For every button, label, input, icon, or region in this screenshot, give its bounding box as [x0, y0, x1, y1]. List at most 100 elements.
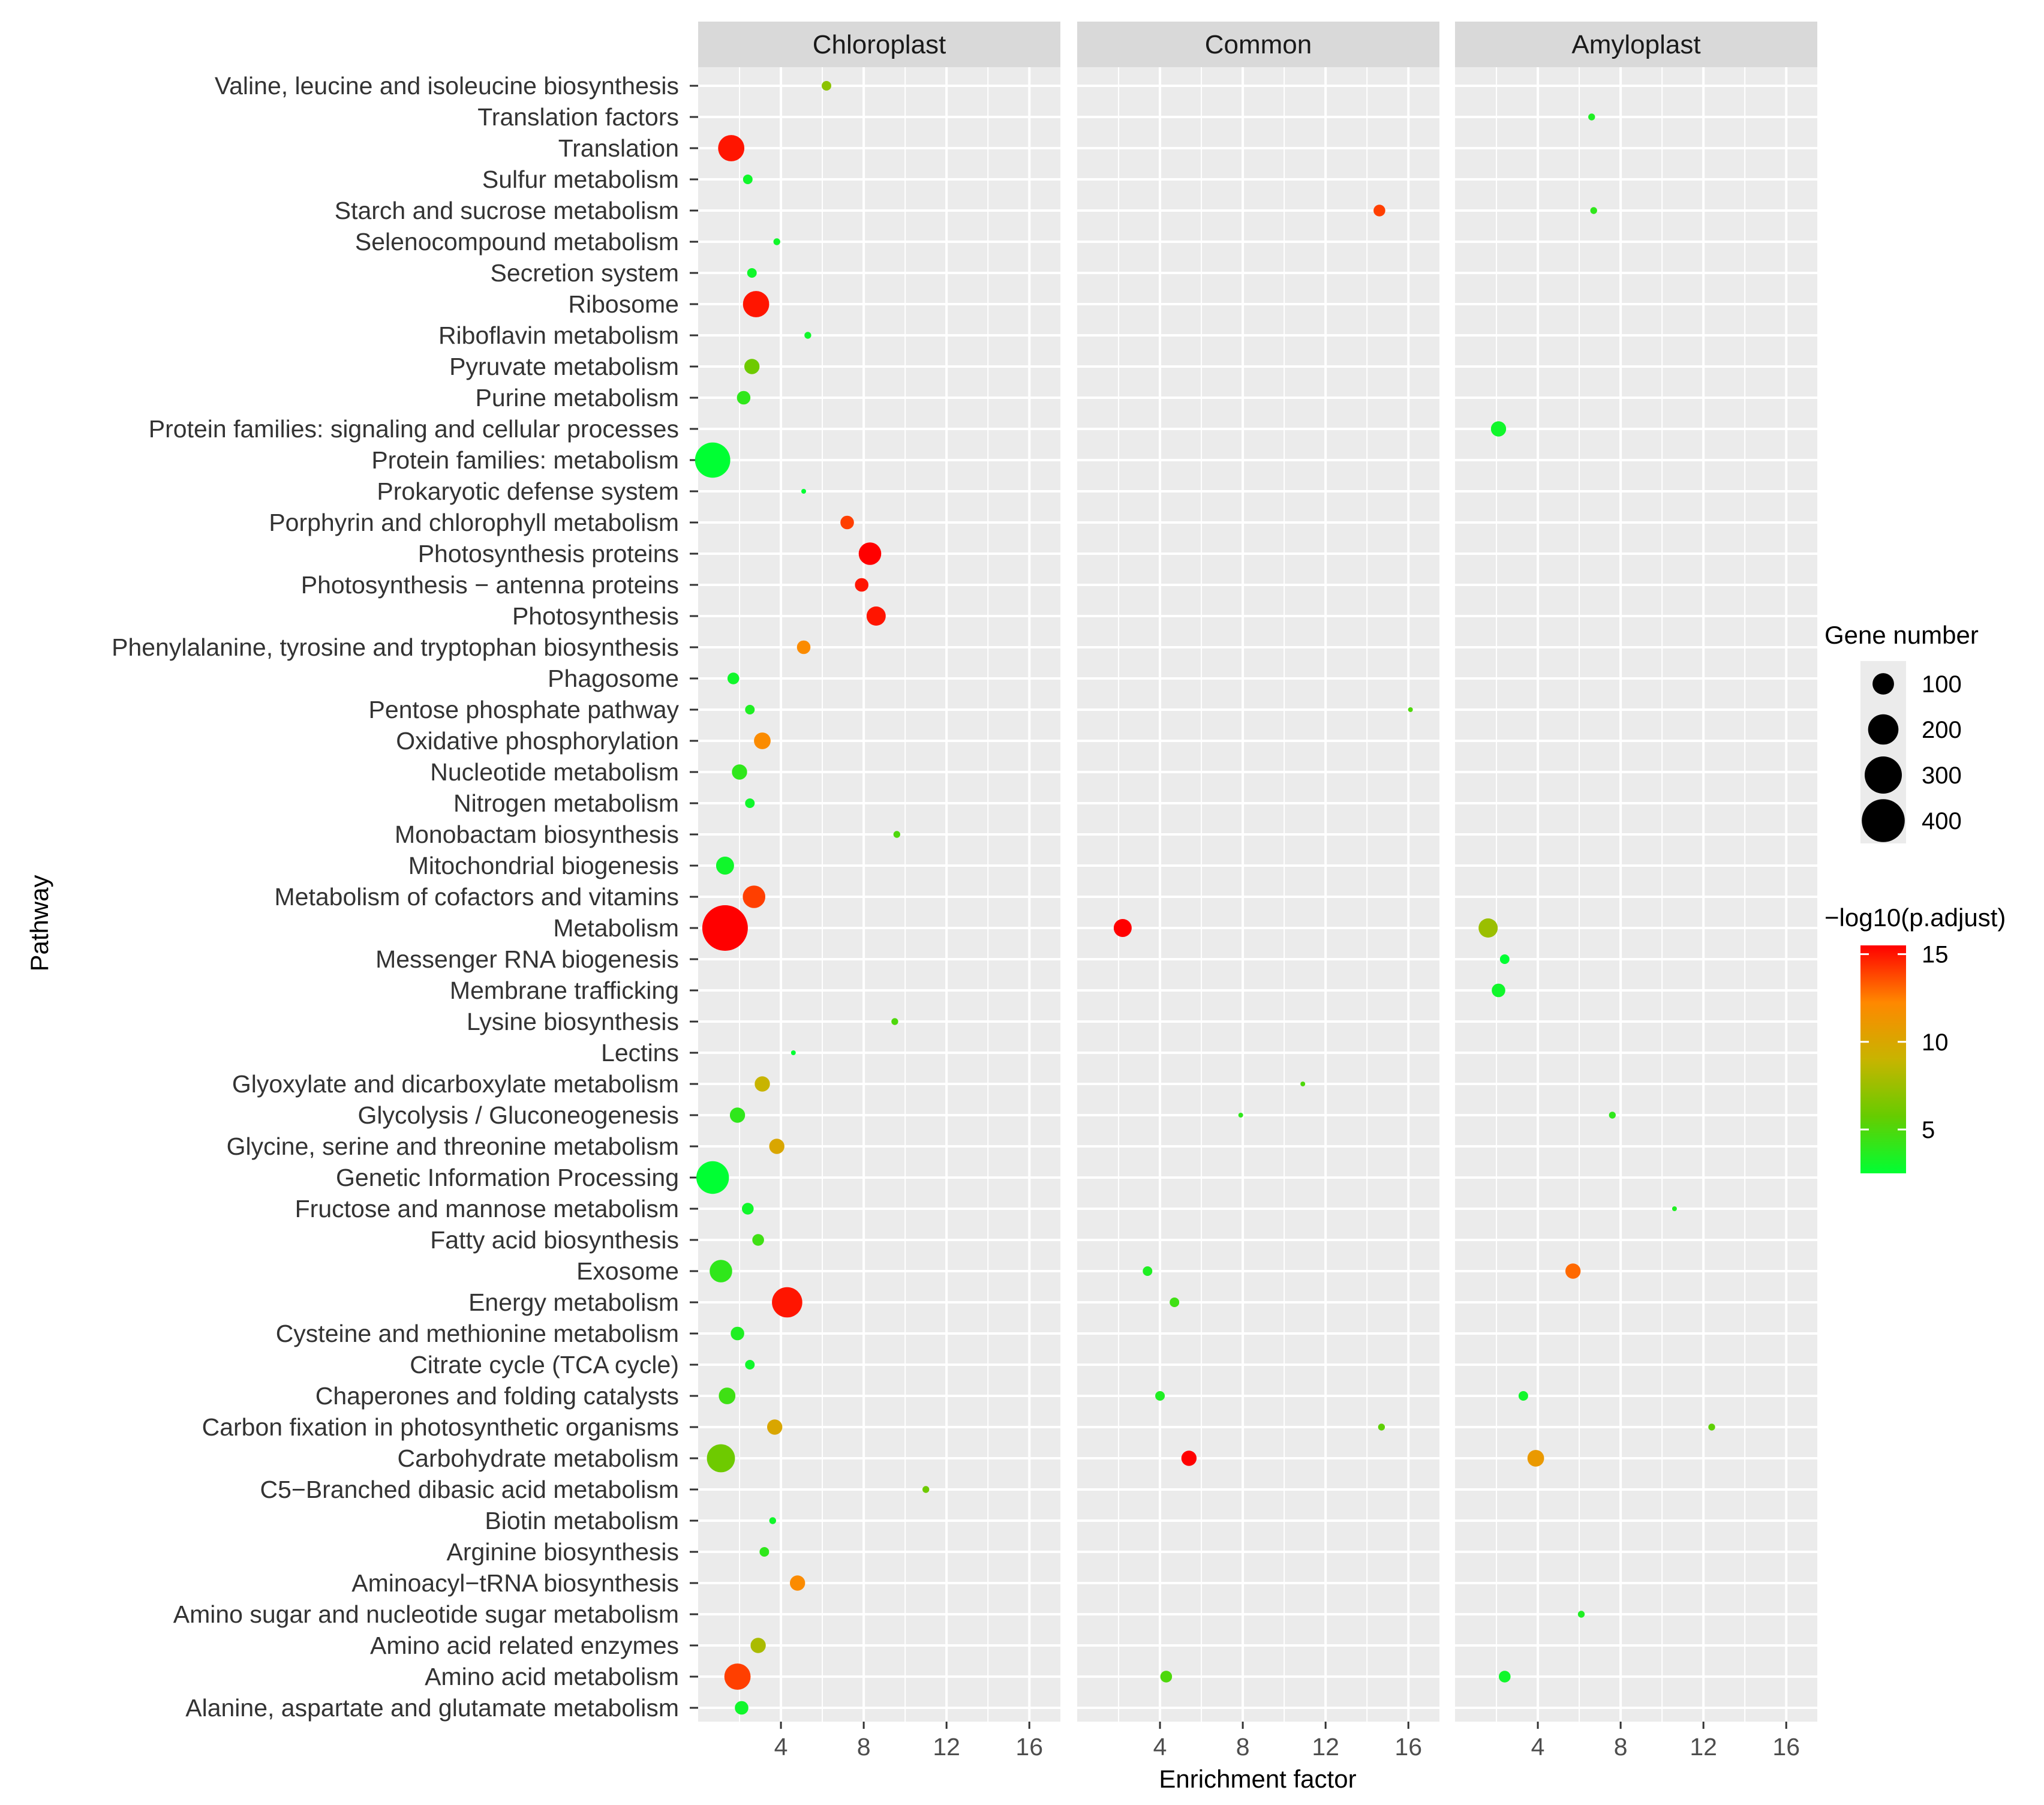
data-point-amyloplast — [1577, 1611, 1585, 1618]
x-tick-label-chloroplast: 16 — [1015, 1733, 1043, 1761]
data-point-chloroplast — [858, 542, 882, 565]
x-tick-label-chloroplast: 12 — [933, 1733, 960, 1761]
data-point-common — [1155, 1391, 1165, 1401]
data-point-chloroplast — [729, 1107, 746, 1123]
pathway-label: Secretion system — [491, 259, 679, 287]
data-point-chloroplast — [731, 1326, 744, 1341]
data-point-chloroplast — [745, 1360, 755, 1369]
data-point-common — [1373, 205, 1385, 217]
data-point-amyloplast — [1672, 1206, 1677, 1211]
data-point-chloroplast — [754, 732, 771, 749]
pathway-label: Arginine biosynthesis — [447, 1538, 679, 1566]
data-point-chloroplast — [727, 672, 740, 684]
data-point-chloroplast — [710, 1260, 732, 1283]
data-point-amyloplast — [1588, 113, 1595, 121]
data-point-amyloplast — [1708, 1423, 1715, 1431]
pathway-label: Citrate cycle (TCA cycle) — [410, 1351, 679, 1378]
x-tick-label-common: 4 — [1153, 1733, 1167, 1761]
pathway-label: Metabolism of cofactors and vitamins — [275, 883, 680, 911]
pathway-label: Nucleotide metabolism — [430, 758, 679, 786]
x-tick-label-common: 8 — [1236, 1733, 1250, 1761]
data-point-chloroplast — [804, 332, 811, 339]
pathway-label: Nitrogen metabolism — [453, 789, 679, 817]
data-point-chloroplast — [769, 1517, 777, 1524]
data-point-chloroplast — [745, 798, 755, 808]
pathway-label: Pyruvate metabolism — [449, 353, 679, 380]
pathway-label: Messenger RNA biogenesis — [375, 945, 679, 973]
pathway-label: Lysine biosynthesis — [467, 1008, 679, 1035]
data-point-common — [1170, 1298, 1180, 1307]
pathway-label: Exosome — [576, 1257, 679, 1285]
pathway-label: Translation factors — [477, 103, 679, 131]
pathway-label: Photosynthesis — [512, 602, 679, 630]
pathway-label: Alanine, aspartate and glutamate metabol… — [185, 1694, 679, 1722]
x-tick-label-amyloplast: 8 — [1614, 1733, 1628, 1761]
data-point-chloroplast — [707, 1444, 735, 1473]
data-point-chloroplast — [759, 1547, 769, 1557]
data-point-chloroplast — [922, 1486, 930, 1493]
pathway-label: Lectins — [601, 1039, 679, 1067]
data-point-chloroplast — [724, 1663, 751, 1690]
pathway-label: Fructose and mannose metabolism — [295, 1195, 679, 1223]
x-tick-label-amyloplast: 12 — [1690, 1733, 1717, 1761]
data-point-amyloplast — [1499, 1671, 1511, 1683]
data-point-chloroplast — [742, 1203, 754, 1215]
data-point-chloroplast — [718, 135, 745, 161]
pathway-label: Translation — [558, 134, 679, 162]
color-legend-label: 5 — [1922, 1117, 1935, 1143]
data-point-chloroplast — [702, 905, 748, 951]
panel-strip-common — [1077, 22, 1439, 67]
data-point-common — [1181, 1450, 1197, 1466]
pathway-label: Sulfur metabolism — [482, 166, 679, 193]
panel-title-chloroplast: Chloroplast — [813, 30, 946, 59]
panel-strip-chloroplast — [698, 22, 1060, 67]
data-point-chloroplast — [743, 291, 769, 317]
pathway-label: Porphyrin and chlorophyll metabolism — [269, 509, 679, 536]
color-legend-label: 10 — [1922, 1029, 1949, 1056]
data-point-chloroplast — [752, 1234, 764, 1246]
pathway-label: Glycolysis / Gluconeogenesis — [357, 1101, 679, 1129]
size-legend-dot — [1872, 673, 1894, 695]
data-point-chloroplast — [767, 1419, 783, 1435]
pathway-label: Aminoacyl−tRNA biosynthesis — [351, 1569, 679, 1597]
pathway-label: Glyoxylate and dicarboxylate metabolism — [232, 1070, 679, 1098]
size-legend-label: 200 — [1922, 717, 1962, 743]
data-point-chloroplast — [716, 857, 734, 875]
pathway-label: Glycine, serine and threonine metabolism — [227, 1133, 679, 1160]
pathway-label: C5−Branched dibasic acid metabolism — [260, 1476, 679, 1503]
data-point-common — [1300, 1082, 1306, 1086]
pathway-label: Amino sugar and nucleotide sugar metabol… — [173, 1600, 679, 1628]
pathway-label: Oxidative phosphorylation — [396, 727, 679, 755]
data-point-chloroplast — [696, 1161, 729, 1194]
data-point-chloroplast — [732, 764, 747, 780]
data-point-chloroplast — [695, 442, 731, 478]
data-point-chloroplast — [750, 1638, 766, 1653]
data-point-chloroplast — [840, 515, 854, 530]
data-point-amyloplast — [1590, 207, 1597, 214]
x-tick-label-chloroplast: 8 — [857, 1733, 871, 1761]
data-point-common — [1408, 707, 1413, 712]
panel-background-amyloplast — [1455, 67, 1817, 1722]
size-legend-dot — [1865, 756, 1902, 794]
panel-strip-amyloplast — [1455, 22, 1817, 67]
x-axis-title: Enrichment factor — [1159, 1765, 1356, 1793]
data-point-common — [1143, 1266, 1153, 1276]
color-legend-title: −log10(p.adjust) — [1824, 903, 2006, 932]
data-point-chloroplast — [735, 1701, 749, 1715]
x-tick-label-amyloplast: 16 — [1772, 1733, 1800, 1761]
size-legend-title: Gene number — [1824, 621, 1979, 649]
data-point-common — [1160, 1671, 1173, 1683]
color-legend-label: 15 — [1922, 942, 1949, 968]
data-point-chloroplast — [796, 640, 811, 654]
data-point-chloroplast — [719, 1387, 736, 1404]
pathway-label: Pentose phosphate pathway — [369, 696, 680, 723]
pathway-label: Carbon fixation in photosynthetic organi… — [202, 1413, 679, 1441]
data-point-amyloplast — [1565, 1263, 1581, 1279]
data-point-common — [1378, 1423, 1385, 1431]
data-point-chloroplast — [893, 831, 901, 838]
x-tick-label-common: 16 — [1394, 1733, 1422, 1761]
data-point-chloroplast — [744, 359, 760, 374]
pathway-label: Protein families: metabolism — [371, 446, 679, 474]
data-point-chloroplast — [747, 268, 757, 278]
data-point-amyloplast — [1499, 954, 1510, 964]
